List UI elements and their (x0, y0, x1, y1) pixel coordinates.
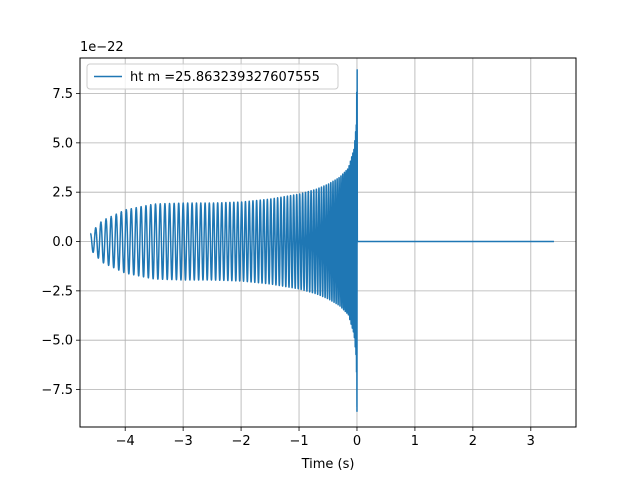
plot-frame (79, 57, 577, 428)
x-tick-label: 2 (469, 434, 477, 449)
x-tick-label: −1 (289, 434, 308, 449)
y-tick-label: −5.0 (41, 334, 73, 349)
legend-box (86, 63, 339, 90)
y-tick-label: 7.5 (52, 87, 73, 102)
x-tick-label: 0 (353, 434, 361, 449)
x-ticks: −4 −3 −2 −1 0 1 2 3 (116, 427, 535, 449)
legend: ht m =25.863239327607555 (86, 63, 339, 90)
series-line (89, 69, 554, 412)
x-axis-label: Time (s) (301, 457, 355, 472)
legend-label: ht m =25.863239327607555 (130, 70, 320, 85)
y-tick-label: 2.5 (52, 186, 73, 201)
x-tick-label: −2 (231, 434, 250, 449)
x-tick-label: 3 (527, 434, 535, 449)
y-tick-label: −2.5 (41, 284, 73, 299)
data-layer (89, 69, 554, 412)
x-tick-label: −4 (116, 434, 135, 449)
y-offset-label: 1e−22 (80, 40, 124, 55)
y-ticks: −7.5 −5.0 −2.5 0.0 2.5 5.0 7.5 (41, 87, 80, 398)
y-tick-label: 0.0 (52, 235, 73, 250)
y-tick-label: −7.5 (41, 383, 73, 398)
y-tick-label: 5.0 (52, 136, 73, 151)
x-tick-label: 1 (411, 434, 419, 449)
x-tick-label: −3 (174, 434, 193, 449)
